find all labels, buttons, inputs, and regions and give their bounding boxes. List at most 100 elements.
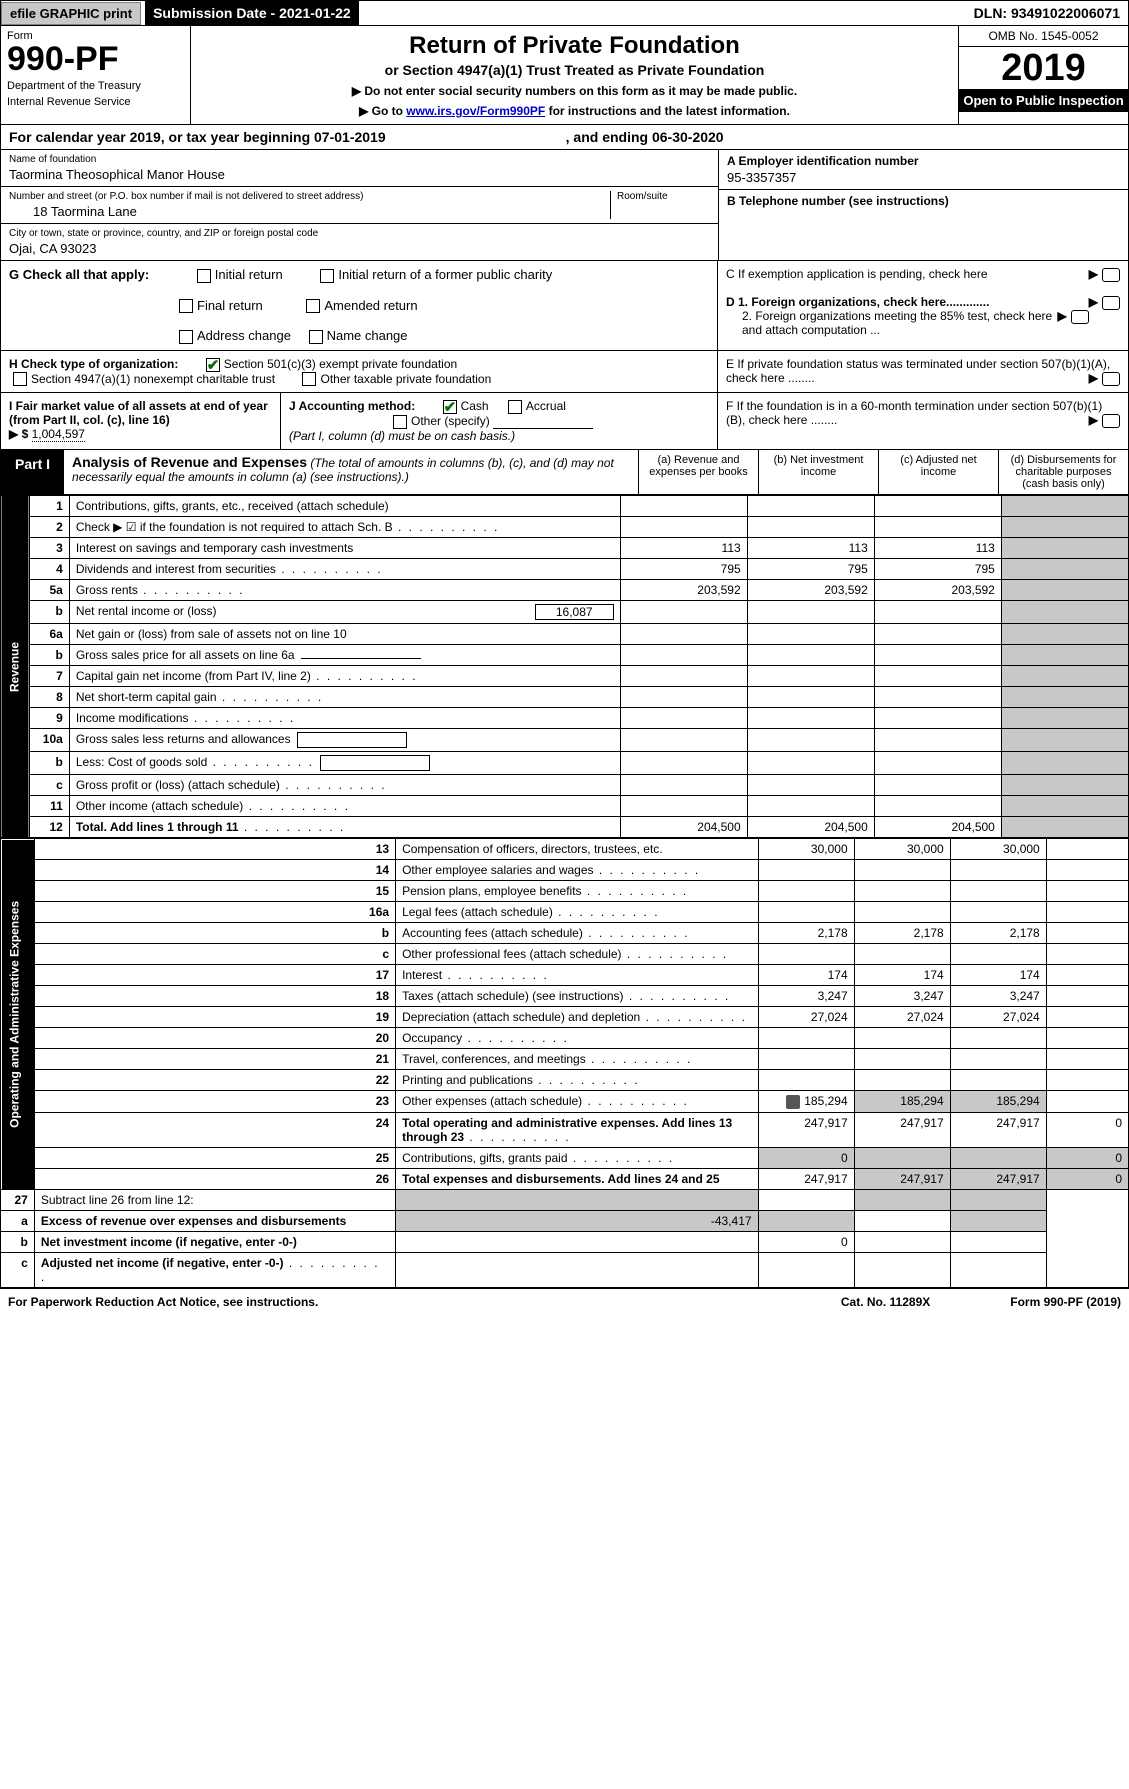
table-row: 18Taxes (attach schedule) (see instructi…	[1, 986, 1129, 1007]
side-label: Operating and Administrative Expenses	[1, 839, 35, 1190]
value-cell	[1046, 1070, 1128, 1091]
chk-f[interactable]	[1102, 414, 1120, 428]
chk-other-taxable[interactable]	[302, 372, 316, 386]
j-label: J Accounting method:	[289, 399, 415, 413]
submission-date: Submission Date - 2021-01-22	[145, 1, 359, 25]
value-cell: 203,592	[874, 580, 1001, 601]
line-desc: Pension plans, employee benefits	[396, 881, 759, 902]
value-cell	[747, 517, 874, 538]
chk-accrual[interactable]	[508, 400, 522, 414]
irs-link[interactable]: www.irs.gov/Form990PF	[406, 104, 545, 118]
value-cell	[620, 752, 747, 775]
table-row: 17Interest174174174	[1, 965, 1129, 986]
line-number: 19	[34, 1007, 395, 1028]
part-title: Analysis of Revenue and Expenses	[72, 454, 307, 470]
value-cell	[1001, 796, 1128, 817]
line-number: 18	[34, 986, 395, 1007]
value-cell	[1046, 839, 1128, 860]
table-row: bNet investment income (if negative, ent…	[1, 1231, 1129, 1252]
line-number: 12	[29, 817, 69, 838]
h-label: H Check type of organization:	[9, 357, 178, 371]
line-number: b	[29, 645, 69, 666]
line-desc: Other income (attach schedule)	[69, 796, 620, 817]
value-cell: 174	[950, 965, 1046, 986]
table-row: aExcess of revenue over expenses and dis…	[1, 1210, 1129, 1231]
value-cell	[854, 902, 950, 923]
chk-d2[interactable]	[1071, 310, 1089, 324]
value-cell	[1046, 944, 1128, 965]
chk-other-method[interactable]	[393, 415, 407, 429]
value-cell	[1001, 517, 1128, 538]
efile-print-button[interactable]: efile GRAPHIC print	[1, 2, 141, 25]
chk-e[interactable]	[1102, 372, 1120, 386]
value-cell	[874, 708, 1001, 729]
city-label: City or town, state or province, country…	[9, 228, 710, 239]
chk-4947[interactable]	[13, 372, 27, 386]
chk-amended[interactable]	[306, 299, 320, 313]
line-desc: Excess of revenue over expenses and disb…	[34, 1210, 395, 1231]
col-a-hdr: (a) Revenue and expenses per books	[638, 450, 758, 494]
d1-label: D 1. Foreign organizations, check here..…	[726, 295, 989, 309]
chk-name-change[interactable]	[309, 330, 323, 344]
value-cell	[950, 1231, 1046, 1252]
table-row: 4Dividends and interest from securities7…	[1, 559, 1129, 580]
value-cell: 113	[874, 538, 1001, 559]
revenue-table: Revenue1Contributions, gifts, grants, et…	[0, 495, 1129, 838]
value-cell	[747, 645, 874, 666]
value-cell	[854, 1252, 950, 1287]
chk-final[interactable]	[179, 299, 193, 313]
part-tab: Part I	[1, 450, 64, 494]
table-row: Operating and Administrative Expenses13C…	[1, 839, 1129, 860]
value-cell	[1001, 496, 1128, 517]
attachment-icon[interactable]	[786, 1095, 800, 1109]
line-desc: Other expenses (attach schedule)	[396, 1091, 759, 1113]
foundation-info: Name of foundation Taormina Theosophical…	[0, 150, 1129, 261]
chk-c[interactable]	[1102, 268, 1120, 282]
table-row: 24Total operating and administrative exp…	[1, 1112, 1129, 1147]
value-cell: 247,917	[950, 1112, 1046, 1147]
value-cell	[620, 687, 747, 708]
value-cell	[854, 1189, 950, 1210]
chk-cash[interactable]	[443, 400, 457, 414]
chk-d1[interactable]	[1102, 296, 1120, 310]
line-desc: Net investment income (if negative, ente…	[34, 1231, 395, 1252]
value-cell	[758, 902, 854, 923]
value-cell	[950, 1252, 1046, 1287]
line-number: 1	[29, 496, 69, 517]
line-number: 5a	[29, 580, 69, 601]
table-row: cAdjusted net income (if negative, enter…	[1, 1252, 1129, 1287]
value-cell: 204,500	[874, 817, 1001, 838]
value-cell	[950, 1189, 1046, 1210]
line-desc: Total. Add lines 1 through 11	[69, 817, 620, 838]
table-row: 10aGross sales less returns and allowanc…	[1, 729, 1129, 752]
value-cell	[1046, 1007, 1128, 1028]
line-desc: Check ▶ ☑ if the foundation is not requi…	[69, 517, 620, 538]
line-number: 21	[34, 1049, 395, 1070]
value-cell	[758, 860, 854, 881]
value-cell	[747, 796, 874, 817]
table-row: 22Printing and publications	[1, 1070, 1129, 1091]
value-cell: 0	[1046, 1168, 1128, 1189]
line-number: 26	[34, 1168, 395, 1189]
chk-initial[interactable]	[197, 269, 211, 283]
part-1-header: Part I Analysis of Revenue and Expenses …	[0, 450, 1129, 495]
chk-501c3[interactable]	[206, 358, 220, 372]
value-cell	[758, 1210, 854, 1231]
table-row: 16aLegal fees (attach schedule)	[1, 902, 1129, 923]
value-cell: 795	[620, 559, 747, 580]
value-cell	[854, 1147, 950, 1168]
line-desc: Other employee salaries and wages	[396, 860, 759, 881]
value-cell: 30,000	[950, 839, 1046, 860]
ein-label: A Employer identification number	[727, 154, 1120, 168]
value-cell	[1046, 902, 1128, 923]
table-row: 14Other employee salaries and wages	[1, 860, 1129, 881]
table-row: 26Total expenses and disbursements. Add …	[1, 1168, 1129, 1189]
chk-addr-change[interactable]	[179, 330, 193, 344]
value-cell	[747, 496, 874, 517]
value-cell	[1001, 559, 1128, 580]
line-number: b	[1, 1231, 35, 1252]
value-cell: 795	[747, 559, 874, 580]
c-label: C If exemption application is pending, c…	[726, 267, 988, 281]
chk-initial-former[interactable]	[320, 269, 334, 283]
value-cell	[396, 1252, 759, 1287]
